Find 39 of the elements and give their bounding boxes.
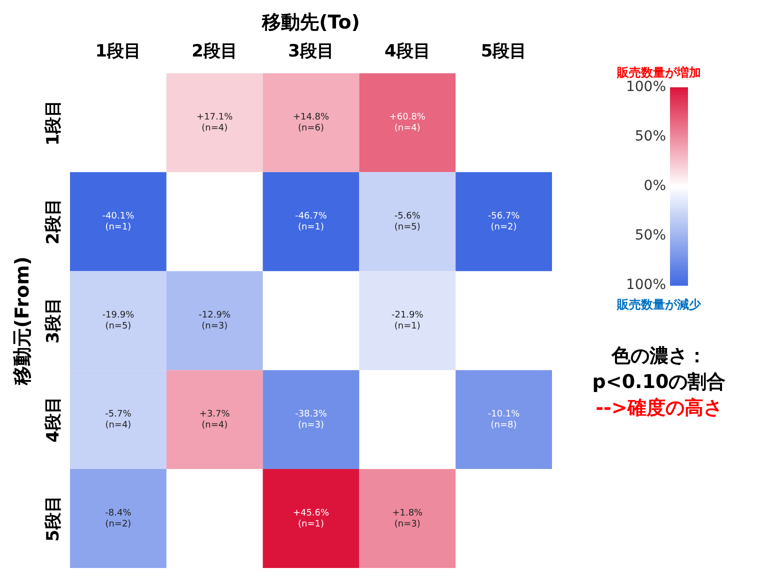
data-label: -40.1% (n=1) xyxy=(102,211,135,232)
color-bar-label: 0% xyxy=(644,178,666,194)
text: 販売数量が増加 xyxy=(616,65,701,80)
y-tick-label: 2段目 xyxy=(43,198,64,245)
color-bar-label: 100% xyxy=(626,78,666,95)
x-tick-label: 2段目 xyxy=(192,41,238,62)
data-label: -21.9% (n=1) xyxy=(391,310,424,332)
text: 販売数量が減少 xyxy=(616,297,702,312)
x-tick-label: 4段目 xyxy=(384,41,430,62)
data-label: -5.7% (n=4) xyxy=(105,409,132,430)
x-tick-label: 3段目 xyxy=(288,41,334,62)
data-label: -19.9% (n=5) xyxy=(102,310,135,332)
y-tick-label: 5段目 xyxy=(43,496,64,542)
x-tick-label: 1段目 xyxy=(95,41,142,62)
y-axis-title: 移動元(From) xyxy=(11,256,34,386)
data-label: -12.9% (n=3) xyxy=(198,310,231,332)
data-label: +3.7% (n=4) xyxy=(199,409,230,430)
y-tick-label: 3段目 xyxy=(43,298,64,344)
y-tick-label: 4段目 xyxy=(43,396,64,442)
data-label: +60.8% (n=4) xyxy=(389,112,426,134)
data-label: -8.4% (n=2) xyxy=(105,508,132,530)
data-label: -56.7% (n=2) xyxy=(488,211,520,232)
color-bar-label: 100% xyxy=(626,276,666,293)
y-tick-label: 1段目 xyxy=(43,100,64,146)
data-label: +45.6% (n=1) xyxy=(292,508,330,530)
text: 色の濃さ： xyxy=(610,345,706,368)
x-tick-label: 5段目 xyxy=(480,41,527,62)
data-label: +17.1% (n=4) xyxy=(196,112,234,134)
data-label: +1.8% (n=3) xyxy=(392,508,424,530)
color-bar-label: 50% xyxy=(634,227,666,244)
data-label: -10.1% (n=8) xyxy=(488,409,520,430)
x-axis-title: 移動先(To) xyxy=(261,11,360,34)
color-bar-label: 50% xyxy=(634,128,666,144)
text: p<0.10の割合 xyxy=(592,371,726,394)
data-label: -5.6% (n=5) xyxy=(394,211,421,232)
data-label: -46.7% (n=1) xyxy=(295,211,328,232)
text: -->確度の高さ xyxy=(596,397,722,420)
data-label: -38.3% (n=3) xyxy=(295,409,328,430)
data-label: +14.8% (n=6) xyxy=(292,112,330,134)
